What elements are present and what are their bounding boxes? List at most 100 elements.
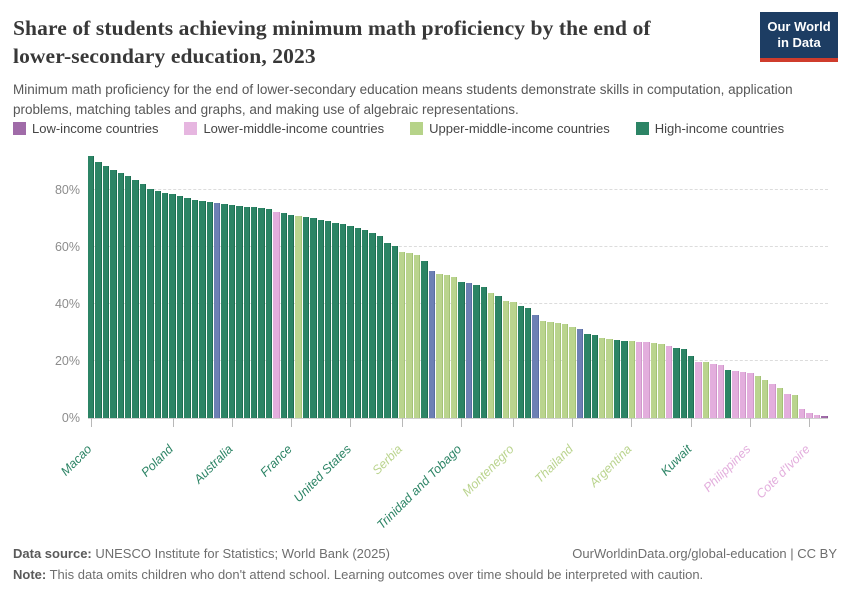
legend-item-upper-middle-income[interactable]: Upper-middle-income countries	[410, 121, 610, 136]
bar[interactable]	[769, 383, 776, 418]
bar[interactable]	[450, 276, 458, 418]
bar[interactable]	[421, 260, 428, 418]
bar[interactable]	[673, 347, 680, 418]
bar[interactable]	[184, 197, 191, 418]
bar[interactable]	[436, 273, 443, 418]
bar[interactable]	[710, 363, 717, 418]
bar-macao[interactable]	[88, 155, 95, 418]
bar[interactable]	[162, 192, 169, 418]
bar[interactable]	[584, 333, 591, 418]
bar[interactable]	[680, 348, 687, 418]
bar[interactable]	[739, 372, 747, 418]
bar[interactable]	[650, 343, 658, 418]
bar[interactable]	[724, 369, 732, 418]
bar[interactable]	[547, 321, 554, 418]
owid-logo[interactable]: Our World in Data	[760, 12, 838, 62]
bar[interactable]	[702, 362, 710, 418]
bar[interactable]	[339, 224, 347, 418]
bar[interactable]	[532, 314, 539, 418]
bar[interactable]	[799, 409, 806, 418]
bar[interactable]	[517, 306, 524, 418]
bar[interactable]	[236, 205, 243, 418]
bar[interactable]	[95, 161, 102, 418]
bar-philippines[interactable]	[747, 372, 754, 418]
bar-kuwait[interactable]	[687, 356, 695, 418]
bar[interactable]	[191, 199, 199, 418]
bar[interactable]	[154, 191, 162, 418]
bar[interactable]	[302, 216, 310, 418]
bar[interactable]	[791, 395, 798, 418]
bar[interactable]	[732, 370, 739, 418]
legend-item-lower-middle-income[interactable]: Lower-middle-income countries	[184, 121, 384, 136]
bar[interactable]	[784, 394, 791, 418]
bar[interactable]	[139, 184, 147, 418]
bar[interactable]	[199, 200, 206, 418]
bar[interactable]	[480, 286, 487, 418]
bar-thailand[interactable]	[569, 327, 576, 418]
bar-serbia[interactable]	[399, 251, 406, 418]
bar[interactable]	[495, 296, 502, 418]
bar[interactable]	[776, 387, 784, 418]
bar[interactable]	[813, 414, 821, 418]
bar[interactable]	[280, 213, 287, 418]
bar[interactable]	[821, 416, 828, 418]
bar[interactable]	[265, 209, 273, 418]
bar[interactable]	[576, 329, 584, 418]
bar[interactable]	[502, 300, 510, 418]
bar[interactable]	[761, 380, 769, 418]
bar[interactable]	[125, 175, 132, 418]
bar[interactable]	[695, 361, 702, 418]
bar[interactable]	[206, 201, 213, 418]
bar[interactable]	[258, 208, 265, 418]
owid-citation-link[interactable]: OurWorldinData.org/global-education | CC…	[572, 546, 837, 561]
bar[interactable]	[221, 204, 228, 418]
bar[interactable]	[465, 283, 473, 418]
bar[interactable]	[606, 338, 613, 418]
bar[interactable]	[636, 341, 643, 418]
bar-argentina[interactable]	[628, 341, 636, 418]
bar[interactable]	[102, 165, 110, 418]
bar[interactable]	[665, 345, 673, 418]
bar[interactable]	[591, 334, 599, 418]
bar[interactable]	[273, 211, 280, 418]
bar[interactable]	[443, 275, 450, 418]
bar[interactable]	[487, 292, 495, 418]
bar-australia[interactable]	[228, 204, 236, 418]
bar[interactable]	[213, 203, 221, 418]
bar[interactable]	[295, 215, 302, 418]
bar[interactable]	[376, 235, 384, 418]
bar[interactable]	[147, 188, 154, 418]
bar[interactable]	[621, 340, 628, 418]
bar[interactable]	[332, 222, 339, 418]
legend-item-high-income[interactable]: High-income countries	[635, 121, 784, 136]
bar[interactable]	[110, 170, 117, 418]
bar[interactable]	[117, 172, 125, 418]
bar-cote-d-ivoire[interactable]	[806, 412, 813, 418]
bar[interactable]	[391, 246, 399, 418]
bar[interactable]	[369, 232, 376, 418]
bar[interactable]	[554, 322, 561, 418]
bar[interactable]	[473, 285, 480, 418]
bar[interactable]	[250, 207, 258, 418]
bar[interactable]	[406, 253, 413, 418]
bar-united-states[interactable]	[347, 225, 354, 418]
bar[interactable]	[643, 342, 650, 418]
bar[interactable]	[317, 219, 324, 418]
bar[interactable]	[754, 375, 761, 418]
bar[interactable]	[562, 323, 569, 418]
legend-item-low-income[interactable]: Low-income countries	[13, 121, 158, 136]
bar-montenegro[interactable]	[510, 302, 517, 418]
bar[interactable]	[354, 227, 362, 418]
bar[interactable]	[310, 218, 317, 418]
bar[interactable]	[428, 271, 436, 418]
bar[interactable]	[243, 206, 250, 418]
bar[interactable]	[413, 254, 421, 418]
bar-poland[interactable]	[169, 194, 176, 418]
bar[interactable]	[613, 339, 621, 418]
bar[interactable]	[362, 229, 369, 418]
bar[interactable]	[599, 337, 606, 418]
bar-trinidad-and-tobago[interactable]	[458, 281, 465, 418]
bar[interactable]	[132, 180, 139, 418]
bar[interactable]	[325, 221, 332, 418]
bar[interactable]	[658, 344, 665, 418]
